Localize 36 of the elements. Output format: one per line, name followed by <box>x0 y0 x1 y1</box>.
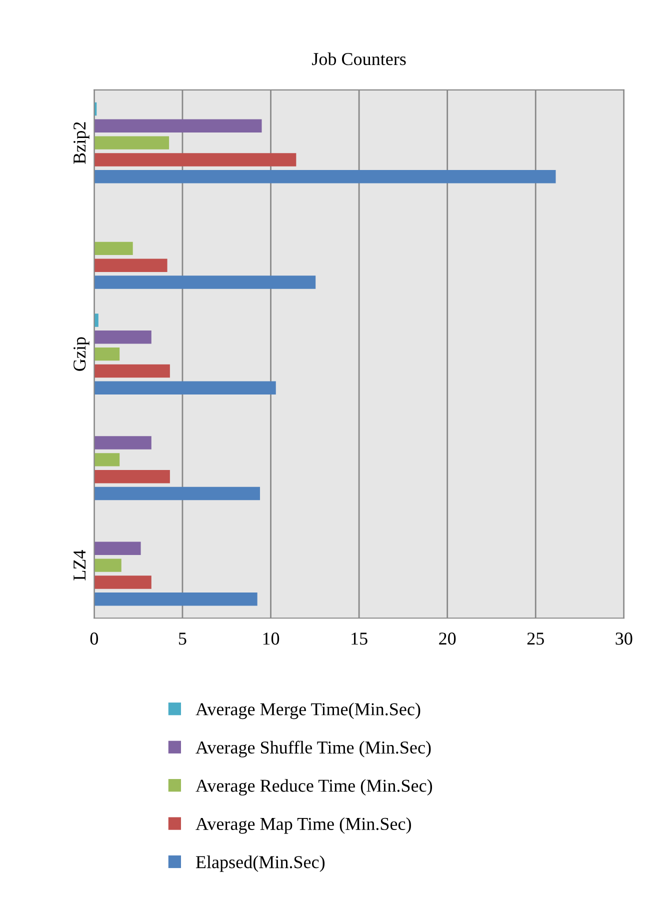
legend-label: Average Shuffle Time (Min.Sec) <box>196 740 431 758</box>
bar <box>94 381 276 394</box>
bar <box>94 258 168 272</box>
x-tick-label: 25 <box>527 632 544 645</box>
legend-label: Average Reduce Time (Min.Sec) <box>196 779 432 796</box>
y-tick-label: Gzip <box>74 337 90 371</box>
x-tick-label: 0 <box>90 632 98 645</box>
bar <box>94 576 152 589</box>
legend-label: Average Map Time (Min.Sec) <box>196 817 411 834</box>
bar <box>94 453 120 466</box>
y-tick-label: Bzip2 <box>74 122 90 164</box>
bar <box>94 347 120 361</box>
bar <box>94 436 152 450</box>
x-tick-label: 30 <box>616 632 632 645</box>
x-tick-label: 15 <box>352 632 368 645</box>
x-tick-label: 5 <box>179 632 186 645</box>
y-tick-label: LZ4 <box>74 550 86 580</box>
bar <box>94 136 170 150</box>
legend-label: Elapsed(Min.Sec) <box>196 856 325 872</box>
bar <box>94 330 152 344</box>
bar <box>94 314 98 327</box>
bar <box>94 364 170 378</box>
bar <box>94 470 170 484</box>
chart-title: Job Counters <box>312 52 406 66</box>
x-tick-label: 10 <box>263 632 280 645</box>
bar <box>94 242 133 256</box>
bar <box>94 558 122 572</box>
bar <box>94 153 296 166</box>
bar <box>94 276 316 289</box>
bar <box>94 542 141 556</box>
x-tick-label: 20 <box>439 632 456 645</box>
legend-label: Average Merge Time(Min.Sec) <box>196 702 420 720</box>
bar <box>94 170 556 184</box>
bar <box>94 119 262 133</box>
bar <box>94 592 258 606</box>
bar <box>94 486 260 500</box>
